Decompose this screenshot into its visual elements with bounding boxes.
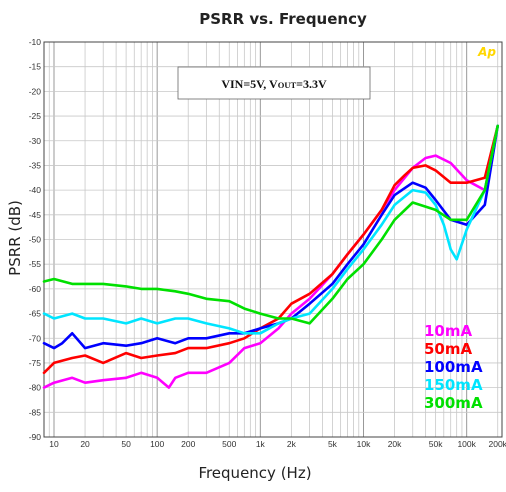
series-line-300mA [42,124,500,325]
x-tick-label: 20 [80,439,90,449]
x-tick-label: 200 [181,439,195,449]
x-tick-label: 1k [256,439,266,449]
legend-entry-300mA: 300mA [424,394,483,412]
condition-label: VIN=5V, VOUT=3.3V [221,77,327,91]
y-tick-label: -50 [29,235,42,245]
series-lines [42,124,500,389]
plot-frame [43,41,503,438]
legend-entry-100mA: 100mA [424,358,483,376]
x-tick-label: 50k [429,439,443,449]
brand-logo: Ap [477,45,496,59]
y-tick-label: -10 [29,37,42,47]
legend-entry-150mA: 150mA [424,376,483,394]
x-tick-labels: 10 20 50 100 200 500 1k 2k 5k 10k 20k 50k 100k 200k [49,439,506,449]
y-tick-label: -15 [29,62,42,72]
y-tick-label: -70 [29,333,42,343]
legend-entry-10mA: 10mA [424,322,473,340]
legend-entry-50mA: 50mA [424,340,473,358]
y-tick-label: -60 [29,284,42,294]
y-tick-label: -45 [29,210,42,220]
x-tick-label: 5k [328,439,338,449]
y-tick-label: -30 [29,136,42,146]
x-tick-label: 100k [457,439,476,449]
x-tick-label: 20k [388,439,402,449]
y-tick-label: -40 [29,185,42,195]
x-tick-label: 10k [357,439,371,449]
y-tick-label: -20 [29,86,42,96]
y-tick-label: -90 [29,432,42,442]
condition-prefix: VIN=5V, V [221,77,278,91]
y-tick-labels: -10 -15 -20 -25 -30 -35 -40 -45 -50 -55 -60 -65 -70 -… [29,37,42,442]
x-tick-label: 200k [489,439,506,449]
series-line-10mA [42,124,500,389]
series-line-100mA [42,124,500,350]
y-tick-label: -25 [29,111,42,121]
condition-box-frame [177,66,371,100]
plot-grid [43,41,502,438]
x-tick-label: 2k [287,439,297,449]
y-tick-label: -80 [29,383,42,393]
x-tick-label: 500 [222,439,236,449]
x-tick-label: 50 [121,439,131,449]
y-tick-label: -55 [29,259,42,269]
y-tick-label: -65 [29,309,42,319]
series-line-50mA [42,124,500,375]
y-tick-label: -85 [29,407,42,417]
condition-sub: OUT [278,80,297,90]
x-axis-label: Frequency (Hz) [198,464,311,482]
y-tick-label: -35 [29,160,42,170]
condition-box: VIN=5V, VOUT=3.3V [177,66,371,100]
y-tick-label: -75 [29,358,42,368]
chart-title: PSRR vs. Frequency [199,10,367,28]
x-tick-label: 10 [49,439,59,449]
condition-suffix: =3.3V [296,77,327,91]
y-axis-label: PSRR (dB) [6,200,24,276]
x-tick-label: 100 [150,439,164,449]
